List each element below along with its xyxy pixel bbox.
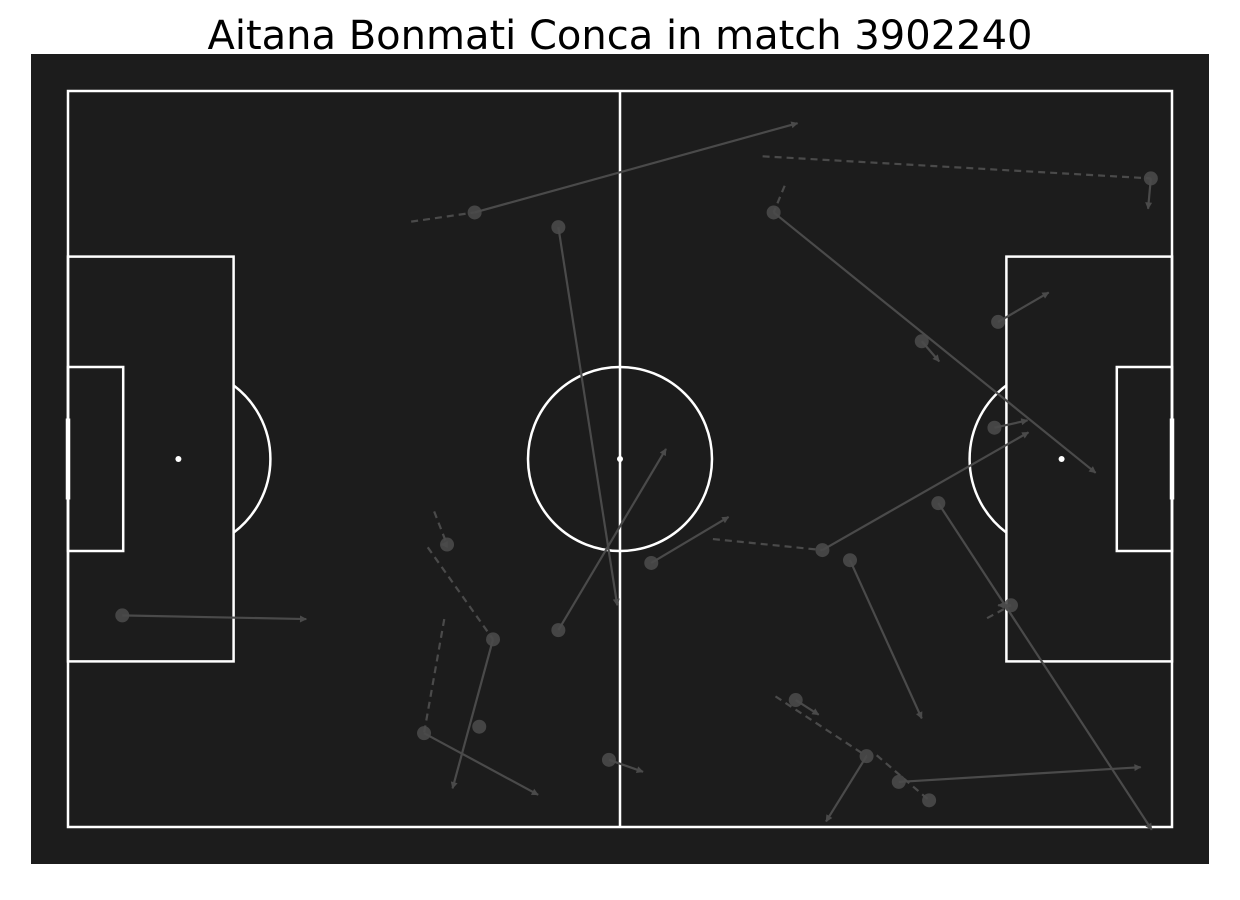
carry-line (774, 695, 868, 758)
centre-circle (526, 365, 714, 553)
event-point (891, 774, 906, 789)
event-point (440, 537, 455, 552)
pass-arrow (825, 755, 868, 823)
pass-arrow (474, 121, 799, 214)
event-point (551, 220, 566, 235)
pass-arrow (122, 614, 307, 623)
pass-arrow (898, 764, 1142, 784)
carry-line (712, 537, 823, 552)
left-penalty-spot (175, 456, 182, 462)
pass-arrow (423, 732, 539, 796)
pass-arrow (848, 559, 923, 720)
chart-title: Aitana Bonmati Conca in match 3902240 (207, 13, 1033, 59)
carry-line (422, 618, 446, 734)
event-point (766, 205, 781, 220)
event-point (991, 314, 1006, 329)
pass-arrow (937, 502, 1153, 831)
carry-line (426, 546, 494, 640)
centre-spot (617, 456, 623, 462)
event-point (788, 693, 803, 708)
event-point (859, 749, 874, 764)
event-point (922, 793, 937, 808)
event-point (931, 496, 946, 511)
events-layer (115, 121, 1158, 831)
event-point (843, 553, 857, 568)
event-point (1004, 598, 1018, 613)
carry-line (762, 155, 1151, 180)
left-penalty-arc (232, 384, 272, 534)
pass-arrow (821, 431, 1030, 552)
event-point (914, 334, 929, 349)
event-point (601, 752, 616, 767)
pass-arrow (557, 226, 620, 606)
pass-arrow (450, 639, 495, 790)
event-point (644, 555, 659, 570)
pitch-lines (65, 89, 1175, 829)
event-point (486, 632, 501, 647)
pass-arrow (650, 516, 730, 564)
pass-arrow (772, 211, 1097, 474)
carry-line (986, 604, 1012, 620)
event-point (1143, 171, 1158, 186)
event-point (417, 726, 432, 741)
pass-arrow (997, 291, 1050, 323)
event-point (115, 608, 130, 623)
event-point (467, 205, 482, 220)
event-point (551, 623, 566, 638)
right-penalty-arc (968, 384, 1008, 534)
carry-line (411, 211, 475, 223)
event-point (987, 420, 1002, 435)
event-point (815, 543, 830, 558)
event-point (472, 719, 487, 734)
pass-arrow (557, 448, 667, 631)
right-penalty-spot (1058, 456, 1065, 462)
